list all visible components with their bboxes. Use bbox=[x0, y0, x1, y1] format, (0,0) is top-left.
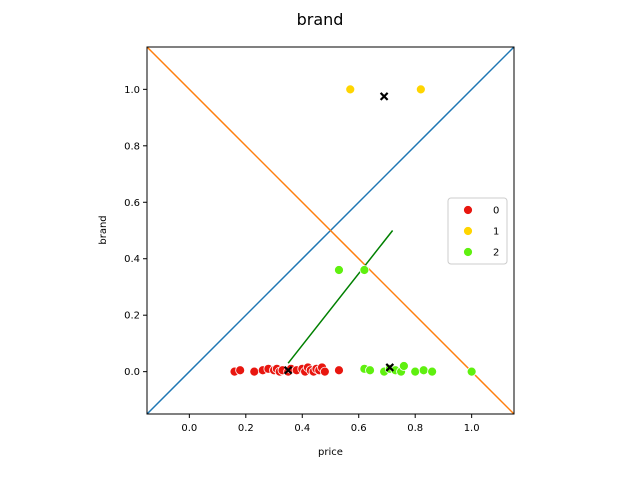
reference-lines bbox=[147, 47, 514, 414]
x-tick-label: 0.8 bbox=[407, 423, 423, 434]
centroid-marker bbox=[385, 363, 395, 372]
scatter-point-0 bbox=[235, 365, 246, 376]
centroid-marker bbox=[379, 92, 389, 101]
centroid-marker bbox=[283, 365, 293, 375]
y-tick-label: 0.4 bbox=[124, 254, 140, 265]
x-tick-label: 0.0 bbox=[181, 423, 197, 434]
reference-line bbox=[287, 230, 394, 364]
y-tick-label: 0.8 bbox=[124, 141, 140, 152]
legend-label: 2 bbox=[493, 248, 499, 259]
x-tick-label: 1.0 bbox=[464, 423, 480, 434]
legend-box bbox=[447, 197, 508, 265]
x-tick-label: 0.6 bbox=[351, 423, 367, 434]
centroid-stroke bbox=[385, 363, 395, 372]
legend-marker bbox=[463, 226, 473, 236]
scatter-point-0 bbox=[319, 366, 330, 377]
x-tick-label: 0.4 bbox=[294, 423, 310, 434]
y-tick-label: 1.0 bbox=[124, 85, 140, 96]
scatter-point-0 bbox=[334, 365, 344, 376]
centroid-stroke bbox=[283, 365, 293, 375]
scatter-point-0 bbox=[249, 366, 260, 377]
centroid-stroke bbox=[379, 92, 389, 101]
scatter-point-1 bbox=[415, 84, 426, 95]
legend-label: 0 bbox=[493, 206, 499, 217]
y-tick-label: 0.2 bbox=[124, 311, 140, 322]
scatter-point-2 bbox=[359, 265, 370, 275]
x-tick-label: 0.2 bbox=[238, 423, 254, 434]
scatter-point-2 bbox=[365, 365, 375, 376]
legend-label: 1 bbox=[493, 227, 499, 238]
scatter-point-2 bbox=[334, 265, 344, 275]
scatter-point-2 bbox=[427, 366, 438, 377]
legend-marker bbox=[463, 247, 473, 257]
y-axis-title: brand bbox=[98, 215, 109, 244]
legend-marker bbox=[463, 205, 473, 215]
y-tick-label: 0.6 bbox=[124, 198, 140, 209]
scatter-point-2 bbox=[418, 365, 429, 376]
plot-frame bbox=[146, 46, 515, 415]
chart-title: brand bbox=[297, 10, 344, 29]
x-axis-title: price bbox=[318, 447, 343, 458]
plot-area: 0.0 0.2 0.4 0.6 0.8 1.0 0.0 0.2 0.4 0.6 0.8 1.0 bbox=[124, 46, 515, 434]
reference-line bbox=[147, 47, 514, 414]
scatter-point-2 bbox=[398, 361, 409, 371]
scatter-point-1 bbox=[345, 84, 356, 95]
legend: 0 1 2 bbox=[447, 197, 508, 265]
scatter-point-2 bbox=[410, 366, 421, 377]
scatter-point-2 bbox=[466, 366, 477, 377]
y-tick-label: 0.0 bbox=[124, 367, 140, 378]
